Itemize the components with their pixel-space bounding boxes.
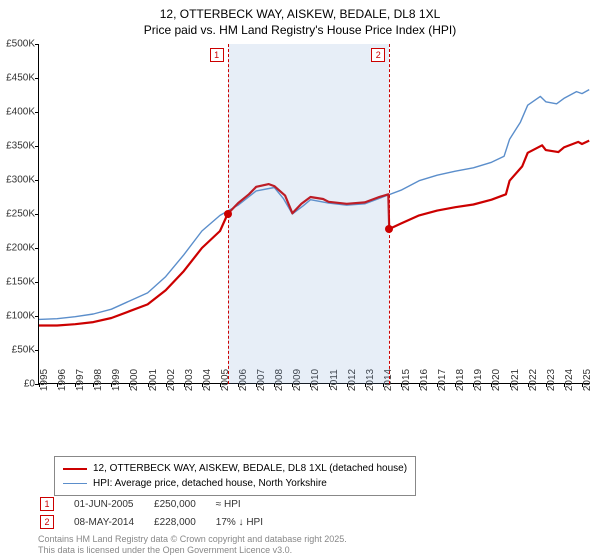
sale-date: 08-MAY-2014	[74, 514, 152, 530]
title-block: 12, OTTERBECK WAY, AISKEW, BEDALE, DL8 1…	[0, 0, 600, 38]
plot-region: £0£50K£100K£150K£200K£250K£300K£350K£400…	[38, 44, 590, 384]
y-tick-label: £500K	[1, 39, 35, 50]
legend-swatch	[63, 468, 87, 470]
x-tick-label: 2003	[184, 369, 195, 391]
x-tick-label: 2017	[437, 369, 448, 391]
legend-row: 12, OTTERBECK WAY, AISKEW, BEDALE, DL8 1…	[63, 461, 407, 476]
title-address: 12, OTTERBECK WAY, AISKEW, BEDALE, DL8 1…	[0, 6, 600, 22]
footer-attribution: Contains HM Land Registry data © Crown c…	[38, 534, 347, 556]
y-tick-label: £100K	[1, 311, 35, 322]
y-tick-label: £350K	[1, 141, 35, 152]
x-tick-label: 2002	[166, 369, 177, 391]
chart-area: £0£50K£100K£150K£200K£250K£300K£350K£400…	[38, 44, 590, 420]
y-tick-label: £150K	[1, 277, 35, 288]
footer-line2: This data is licensed under the Open Gov…	[38, 545, 347, 556]
x-tick-label: 2001	[148, 369, 159, 391]
legend: 12, OTTERBECK WAY, AISKEW, BEDALE, DL8 1…	[54, 456, 416, 496]
x-tick-label: 1999	[111, 369, 122, 391]
sale-index-badge: 2	[40, 515, 54, 529]
title-subtitle: Price paid vs. HM Land Registry's House …	[0, 22, 600, 38]
y-tick-label: £400K	[1, 107, 35, 118]
x-tick-label: 2004	[202, 369, 213, 391]
sale-index-badge: 1	[40, 497, 54, 511]
legend-label: 12, OTTERBECK WAY, AISKEW, BEDALE, DL8 1…	[93, 461, 407, 476]
sale-marker-line	[389, 44, 390, 384]
sale-marker-badge: 2	[371, 48, 385, 62]
x-tick-label: 2019	[473, 369, 484, 391]
sale-delta: ≈ HPI	[216, 496, 281, 512]
x-tick-label: 1998	[93, 369, 104, 391]
y-tick-label: £200K	[1, 243, 35, 254]
y-tick-label: £50K	[1, 345, 35, 356]
y-tick-label: £250K	[1, 209, 35, 220]
y-tick-label: £450K	[1, 73, 35, 84]
footer-line1: Contains HM Land Registry data © Crown c…	[38, 534, 347, 545]
x-tick-label: 2022	[528, 369, 539, 391]
chart-container: 12, OTTERBECK WAY, AISKEW, BEDALE, DL8 1…	[0, 0, 600, 560]
x-tick-label: 2016	[419, 369, 430, 391]
legend-label: HPI: Average price, detached house, Nort…	[93, 476, 327, 491]
sale-date: 01-JUN-2005	[74, 496, 152, 512]
x-tick-label: 2015	[401, 369, 412, 391]
sale-marker-badge: 1	[210, 48, 224, 62]
x-tick-label: 2021	[510, 369, 521, 391]
sales-table: 1 01-JUN-2005£250,000≈ HPI 2 08-MAY-2014£22…	[38, 494, 283, 532]
x-tick-label: 2023	[546, 369, 557, 391]
x-tick-label: 2025	[582, 369, 593, 391]
x-tick-label: 2000	[129, 369, 140, 391]
x-tick-label: 2018	[455, 369, 466, 391]
sale-dot	[385, 225, 393, 233]
x-tick-label: 1996	[57, 369, 68, 391]
legend-row: HPI: Average price, detached house, Nort…	[63, 476, 407, 491]
sale-period-shade	[228, 44, 390, 384]
legend-swatch	[63, 483, 87, 484]
sale-price: £228,000	[154, 514, 214, 530]
x-tick-label: 1997	[75, 369, 86, 391]
x-tick-label: 2024	[564, 369, 575, 391]
x-tick-label: 1995	[39, 369, 50, 391]
y-tick-label: £300K	[1, 175, 35, 186]
table-row: 1 01-JUN-2005£250,000≈ HPI	[40, 496, 281, 512]
table-row: 2 08-MAY-2014£228,00017% ↓ HPI	[40, 514, 281, 530]
y-tick-label: £0	[1, 379, 35, 390]
x-tick-label: 2020	[491, 369, 502, 391]
sale-delta: 17% ↓ HPI	[216, 514, 281, 530]
sale-price: £250,000	[154, 496, 214, 512]
sale-dot	[224, 210, 232, 218]
